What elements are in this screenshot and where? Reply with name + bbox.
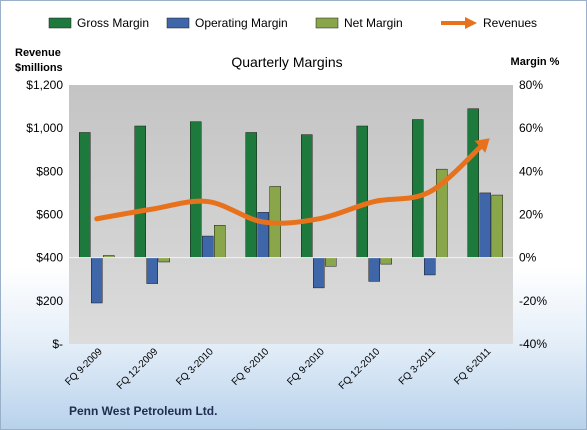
revenue-arrowhead	[474, 138, 490, 153]
legend-label-gross-margin: Gross Margin	[77, 16, 149, 30]
bar-operating-margin	[424, 257, 436, 276]
bar-gross-margin	[412, 119, 424, 258]
y-left-title-line2: $millions	[15, 62, 63, 74]
y-left-tick-label: $600	[36, 208, 63, 222]
legend-label-operating-margin: Operating Margin	[195, 16, 288, 30]
x-tick-label: FQ 3-2011	[397, 346, 438, 387]
bar-gross-margin	[301, 134, 313, 258]
y-left-tick-label: $1,200	[26, 78, 63, 92]
y-right-tick-label: 40%	[519, 164, 543, 178]
line-revenues	[94, 139, 488, 226]
bar-operating-margin	[146, 257, 158, 284]
legend-swatch-net-margin	[315, 17, 339, 29]
legend-label-net-margin: Net Margin	[344, 16, 403, 30]
bar-operating-margin	[91, 257, 103, 304]
bar-gross-margin	[134, 125, 146, 258]
company-name: Penn West Petroleum Ltd.	[69, 404, 217, 418]
bar-gross-margin	[245, 132, 257, 258]
legend: Gross Margin Operating Margin Net Margin Re…	[48, 16, 537, 30]
x-axis: FQ 9-2009 FQ 12-2009 FQ 3-2010 FQ 6-2010 FQ …	[63, 346, 493, 392]
bar-net-margin	[491, 194, 503, 258]
y-right-tick-label: 80%	[519, 78, 543, 92]
x-tick-label: FQ 9-2010	[285, 346, 327, 388]
x-tick-label: FQ 12-2009	[115, 346, 161, 392]
y-right-tick-label: 60%	[519, 121, 543, 135]
x-tick-label: FQ 6-2010	[230, 346, 272, 388]
bar-net-margin	[380, 257, 392, 265]
revenue-line-group	[94, 138, 490, 226]
y-left-tick-label: $200	[36, 294, 63, 308]
chart-title: Quarterly Margins	[231, 54, 342, 70]
bar-gross-margin	[467, 108, 479, 258]
bar-net-margin	[325, 257, 337, 267]
bar-operating-margin	[368, 257, 380, 282]
bar-operating-margin	[313, 257, 325, 289]
y-left-tick-label: $400	[36, 251, 63, 265]
y-right-tick-label: -20%	[519, 294, 547, 308]
y-left-tick-label: $800	[36, 164, 63, 178]
bar-operating-margin	[202, 235, 214, 258]
y-left-tick-label: $1,000	[26, 121, 63, 135]
y-right-axis: 80% 60% 40% 20% 0% -20% -40%	[519, 78, 547, 351]
legend-arrowhead	[465, 17, 477, 29]
x-tick-label: FQ 6-2011	[452, 346, 493, 387]
legend-swatch-gross-margin	[48, 17, 72, 29]
x-tick-label: FQ 9-2009	[63, 346, 105, 388]
bar-operating-margin	[479, 192, 491, 258]
bar-gross-margin	[356, 125, 368, 258]
y-left-tick-label: $-	[52, 337, 63, 351]
y-right-tick-label: 20%	[519, 208, 543, 222]
legend-swatch-operating-margin	[166, 17, 190, 29]
bar-net-margin	[158, 257, 170, 263]
x-tick-label: FQ 3-2010	[174, 346, 216, 388]
bar-net-margin	[214, 225, 226, 258]
x-tick-label: FQ 12-2010	[337, 346, 383, 392]
y-left-title-line1: Revenue	[15, 47, 61, 59]
y-right-title: Margin %	[511, 56, 560, 68]
y-right-tick-label: 0%	[519, 251, 537, 265]
bar-gross-margin	[190, 121, 202, 258]
legend-label-revenues: Revenues	[483, 16, 537, 30]
y-right-tick-label: -40%	[519, 337, 547, 351]
bar-gross-margin	[79, 132, 91, 258]
y-left-axis: $1,200 $1,000 $800 $600 $400 $200 $-	[26, 78, 63, 351]
